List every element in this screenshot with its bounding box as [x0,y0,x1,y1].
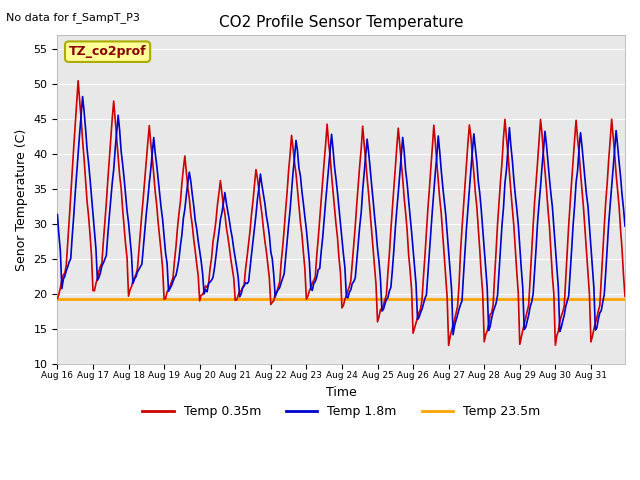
Legend: Temp 0.35m, Temp 1.8m, Temp 23.5m: Temp 0.35m, Temp 1.8m, Temp 23.5m [138,400,545,423]
Y-axis label: Senor Temperature (C): Senor Temperature (C) [15,129,28,271]
X-axis label: Time: Time [326,386,356,399]
Text: No data for f_SampT_P3: No data for f_SampT_P3 [6,12,140,23]
Title: CO2 Profile Sensor Temperature: CO2 Profile Sensor Temperature [219,15,463,30]
Text: TZ_co2prof: TZ_co2prof [68,45,147,58]
